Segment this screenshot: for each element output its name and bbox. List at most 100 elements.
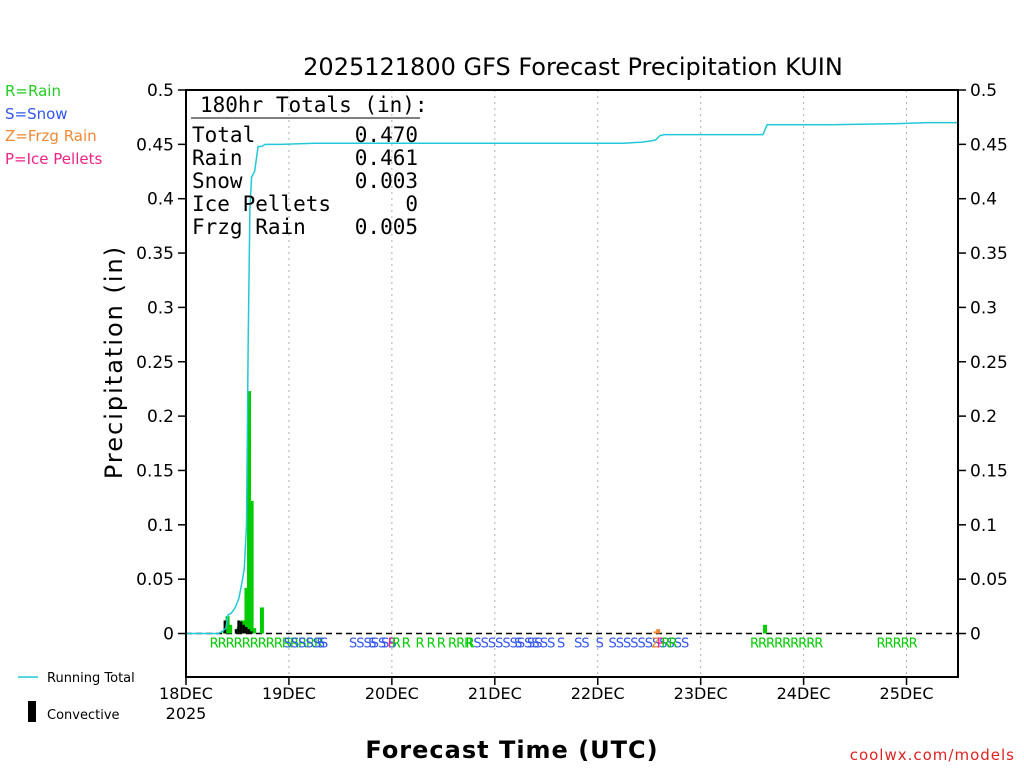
legend-snow: S=Snow <box>5 105 68 123</box>
y-tick-label: 0.15 <box>136 461 174 481</box>
totals-value-frzg: 0.005 <box>355 215 418 239</box>
rain-bar <box>225 616 230 634</box>
totals-header: 180hr Totals (in): <box>200 93 428 117</box>
y-tick-label-right: 0.2 <box>970 407 997 427</box>
rain-bar <box>228 624 233 634</box>
chart-title: 2025121800 GFS Forecast Precipitation KU… <box>303 53 843 81</box>
legend-ice-pellets: P=Ice Pellets <box>5 150 102 168</box>
y-axis-right: 0 0.05 0.1 0.15 0.2 0.25 0.3 0.35 0.4 0.45 0.5 <box>958 81 1008 645</box>
y-tick-label: 0.25 <box>136 353 174 373</box>
type-code: S <box>514 637 522 652</box>
y-tick-label-right: 0.45 <box>970 135 1008 155</box>
precip-bars <box>222 391 767 634</box>
type-code: S <box>317 637 325 652</box>
type-code: R <box>392 637 401 652</box>
type-code: R R <box>415 637 435 652</box>
frzg-bar <box>653 631 658 634</box>
x-tick-label: 19DEC <box>262 684 316 703</box>
rain-bar <box>763 624 767 634</box>
totals-box: 180hr Totals (in): Total 0.470 Rain 0.46… <box>191 93 428 239</box>
y-tick-label: 0.1 <box>147 516 174 536</box>
y-tick-label-right: 0.05 <box>970 570 1008 590</box>
type-code: SS <box>540 637 555 652</box>
y-tick-label-right: 0.3 <box>970 298 997 318</box>
type-code: SS <box>381 637 396 652</box>
totals-label-total: Total <box>192 123 255 147</box>
convective-bar <box>234 629 238 634</box>
y-axis-left: 0 0.05 0.1 0.15 0.2 0.25 0.3 0.35 0.4 0.45 0.5 <box>136 81 186 645</box>
convective-bar <box>245 626 248 634</box>
type-code: RRRRR <box>877 637 918 652</box>
type-code: RRRRRRRRRRRRRR <box>210 637 323 652</box>
y-tick-label-right: 0.1 <box>970 516 997 536</box>
y-tick-label-right: 0 <box>970 625 981 645</box>
x-tick-label: 22DEC <box>571 684 625 703</box>
vertical-gridlines <box>288 90 908 677</box>
type-code: RRRRRRRRR <box>750 637 823 652</box>
type-legend: R=Rain S=Snow Z=Frzg Rain P=Ice Pellets <box>5 82 102 168</box>
type-code: R RRR <box>437 637 473 652</box>
running-total-legend-label: Running Total <box>47 671 135 686</box>
convective-bar <box>250 631 253 634</box>
y-tick-label-right: 0.5 <box>970 81 997 101</box>
type-code: S <box>368 637 376 652</box>
type-code: SSSSS <box>349 637 386 652</box>
totals-value-rain: 0.461 <box>355 146 418 170</box>
y-tick-label: 0 <box>163 625 174 645</box>
x-tick-label: 23DEC <box>674 684 728 703</box>
totals-value-snow: 0.003 <box>355 169 418 193</box>
y-tick-label-right: 0.4 <box>970 190 997 210</box>
y-tick-label: 0.45 <box>136 135 174 155</box>
type-code: SSSSSSSSSSS <box>608 637 689 652</box>
type-code: R <box>669 637 678 652</box>
totals-value-total: 0.470 <box>355 123 418 147</box>
y-tick-label-right: 0.35 <box>970 244 1008 264</box>
convective-legend-label: Convective <box>47 708 120 723</box>
x-tick-label: 18DEC <box>159 684 213 703</box>
totals-value-ice: 0 <box>405 192 418 216</box>
x-tick-sublabel: 2025 <box>166 704 207 723</box>
y-tick-label: 0.2 <box>147 407 174 427</box>
x-tick-label: 20DEC <box>365 684 419 703</box>
y-tick-label: 0.4 <box>147 190 174 210</box>
totals-label-frzg: Frzg Rain <box>192 215 306 239</box>
type-code: P <box>388 637 396 652</box>
rain-bar <box>247 391 252 634</box>
plot-frame <box>185 89 959 678</box>
type-code: R <box>466 637 475 652</box>
y-tick-label: 0.3 <box>147 298 174 318</box>
frzg-bar <box>656 629 661 634</box>
convective-bar <box>247 629 251 634</box>
series-legend: Running Total Convective <box>18 671 135 723</box>
rain-bar <box>244 587 249 634</box>
type-code: SS <box>527 637 542 652</box>
y-tick-label-right: 0.25 <box>970 353 1008 373</box>
y-tick-label-right: 0.15 <box>970 461 1008 481</box>
totals-label-snow: Snow <box>192 169 243 193</box>
type-code: P <box>657 637 665 652</box>
running-total-line <box>186 121 958 635</box>
type-code: S <box>596 637 604 652</box>
legend-rain: R=Rain <box>5 82 61 100</box>
convective-bar <box>242 624 245 634</box>
x-axis-label: Forecast Time (UTC) <box>365 736 658 764</box>
convective-bar <box>239 621 243 634</box>
rain-bar <box>252 628 257 634</box>
convective-bar <box>237 620 240 634</box>
y-tick-label: 0.05 <box>136 570 174 590</box>
totals-label-rain: Rain <box>192 146 243 170</box>
y-tick-label: 0.5 <box>147 81 174 101</box>
rain-bar <box>259 607 264 634</box>
type-code: S <box>557 637 565 652</box>
legend-freezing-rain: Z=Frzg Rain <box>5 127 97 145</box>
type-code: R <box>402 637 411 652</box>
watermark: coolwx.com/models <box>850 746 1015 764</box>
type-code: SSSSSSSSS <box>473 637 539 652</box>
x-tick-label: 21DEC <box>468 684 522 703</box>
x-tick-label: 24DEC <box>777 684 831 703</box>
rain-bar <box>249 500 254 634</box>
convective-legend-swatch <box>28 701 36 722</box>
